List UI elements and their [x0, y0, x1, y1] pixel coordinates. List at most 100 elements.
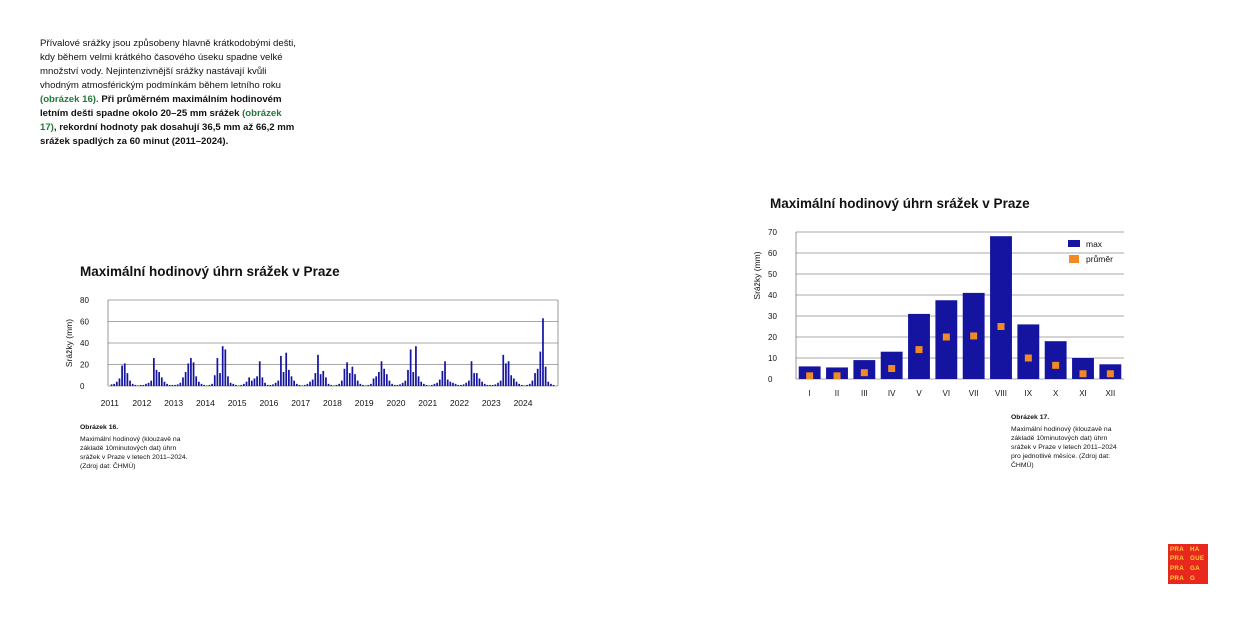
bar	[497, 382, 499, 386]
bar	[121, 365, 123, 386]
bar	[293, 380, 296, 386]
bar	[486, 384, 489, 386]
bar	[147, 382, 150, 386]
bar	[544, 366, 547, 386]
y-tick-label: 30	[768, 312, 777, 321]
bar	[520, 384, 523, 386]
marker-mean	[997, 323, 1005, 330]
bar	[319, 374, 322, 386]
x-tick-label: 2022	[450, 398, 469, 408]
bar	[494, 384, 497, 386]
x-tick-label: XI	[1079, 389, 1087, 398]
x-tick-label: 2012	[132, 398, 151, 408]
x-tick-label: 2018	[323, 398, 342, 408]
bar	[510, 375, 513, 386]
bar	[195, 376, 198, 386]
bar	[372, 378, 375, 386]
bar	[423, 383, 425, 386]
bar	[295, 383, 298, 386]
bar	[219, 373, 221, 386]
bar	[288, 369, 290, 386]
x-tick-label: X	[1053, 389, 1059, 398]
bar	[452, 382, 454, 386]
bar	[277, 380, 280, 386]
figure-16-reference[interactable]: (obrázek 16).	[40, 94, 99, 105]
bar	[346, 362, 348, 386]
bar	[176, 384, 179, 386]
bar	[158, 372, 161, 386]
bar	[446, 379, 449, 386]
caption16-text: Maximální hodinový (klouzavě na základě …	[80, 436, 188, 470]
bar	[502, 354, 505, 386]
bar	[298, 384, 301, 386]
y-tick-label: 20	[80, 361, 89, 370]
bar	[301, 385, 303, 386]
x-tick-label: II	[835, 389, 839, 398]
bar	[415, 346, 417, 386]
bar	[505, 363, 507, 386]
figure-17-reference[interactable]: (obrázek 17)	[40, 108, 282, 133]
bar-max	[990, 236, 1012, 379]
bar	[468, 380, 470, 386]
bar	[465, 382, 468, 386]
x-tick-label: 2013	[164, 398, 183, 408]
logo-text: PRA	[1170, 545, 1184, 553]
bar	[378, 372, 380, 386]
bar	[367, 384, 370, 386]
bar	[330, 384, 333, 386]
caption17-head: Obrázek 17.	[1011, 414, 1050, 421]
caption16-head: Obrázek 16.	[80, 424, 119, 431]
bar	[261, 377, 264, 386]
bar	[115, 381, 118, 386]
bar	[303, 384, 306, 386]
bar	[399, 384, 401, 386]
bar	[232, 383, 235, 386]
bar	[523, 385, 526, 386]
bar	[338, 383, 341, 386]
logo-text: PRA	[1170, 574, 1184, 582]
bar	[187, 363, 190, 386]
marker-mean	[860, 369, 868, 377]
x-tick-label: 2023	[482, 398, 501, 408]
y-tick-label: 80	[80, 296, 89, 305]
bar	[280, 355, 282, 386]
bar	[309, 381, 311, 386]
y-tick-label: 0	[80, 382, 85, 391]
bar	[531, 380, 534, 386]
marker-mean	[942, 333, 950, 341]
marker-mean	[1106, 370, 1114, 378]
bar	[425, 384, 428, 386]
bar	[163, 381, 166, 386]
bar	[380, 361, 383, 386]
bar	[166, 383, 168, 386]
bar	[528, 383, 531, 386]
bar	[137, 385, 139, 386]
bar	[407, 369, 409, 386]
intro-part-1: Přívalové srážky jsou způsobeny hlavně k…	[40, 38, 296, 91]
logo-text: GA	[1190, 565, 1200, 572]
bar	[539, 351, 542, 386]
bar	[536, 368, 539, 386]
y-tick-label: 50	[768, 270, 777, 279]
bar	[179, 382, 182, 386]
bar	[290, 376, 293, 386]
bar	[547, 381, 550, 386]
bar	[274, 382, 277, 386]
bar-max	[1044, 341, 1067, 379]
y-tick-label: 0	[768, 375, 773, 384]
bar	[317, 354, 319, 386]
bar	[383, 368, 386, 386]
bar	[460, 384, 462, 386]
bar	[481, 381, 483, 386]
bar	[258, 361, 261, 386]
legend-swatch-max	[1068, 240, 1080, 247]
bar	[499, 380, 502, 386]
legend-swatch-mean	[1069, 255, 1079, 263]
bar	[340, 380, 343, 386]
bar	[478, 378, 481, 386]
x-tick-label: XII	[1105, 389, 1115, 398]
x-tick-label: VIII	[995, 389, 1007, 398]
bar	[351, 366, 354, 386]
bar	[444, 361, 446, 386]
bar	[126, 373, 129, 386]
